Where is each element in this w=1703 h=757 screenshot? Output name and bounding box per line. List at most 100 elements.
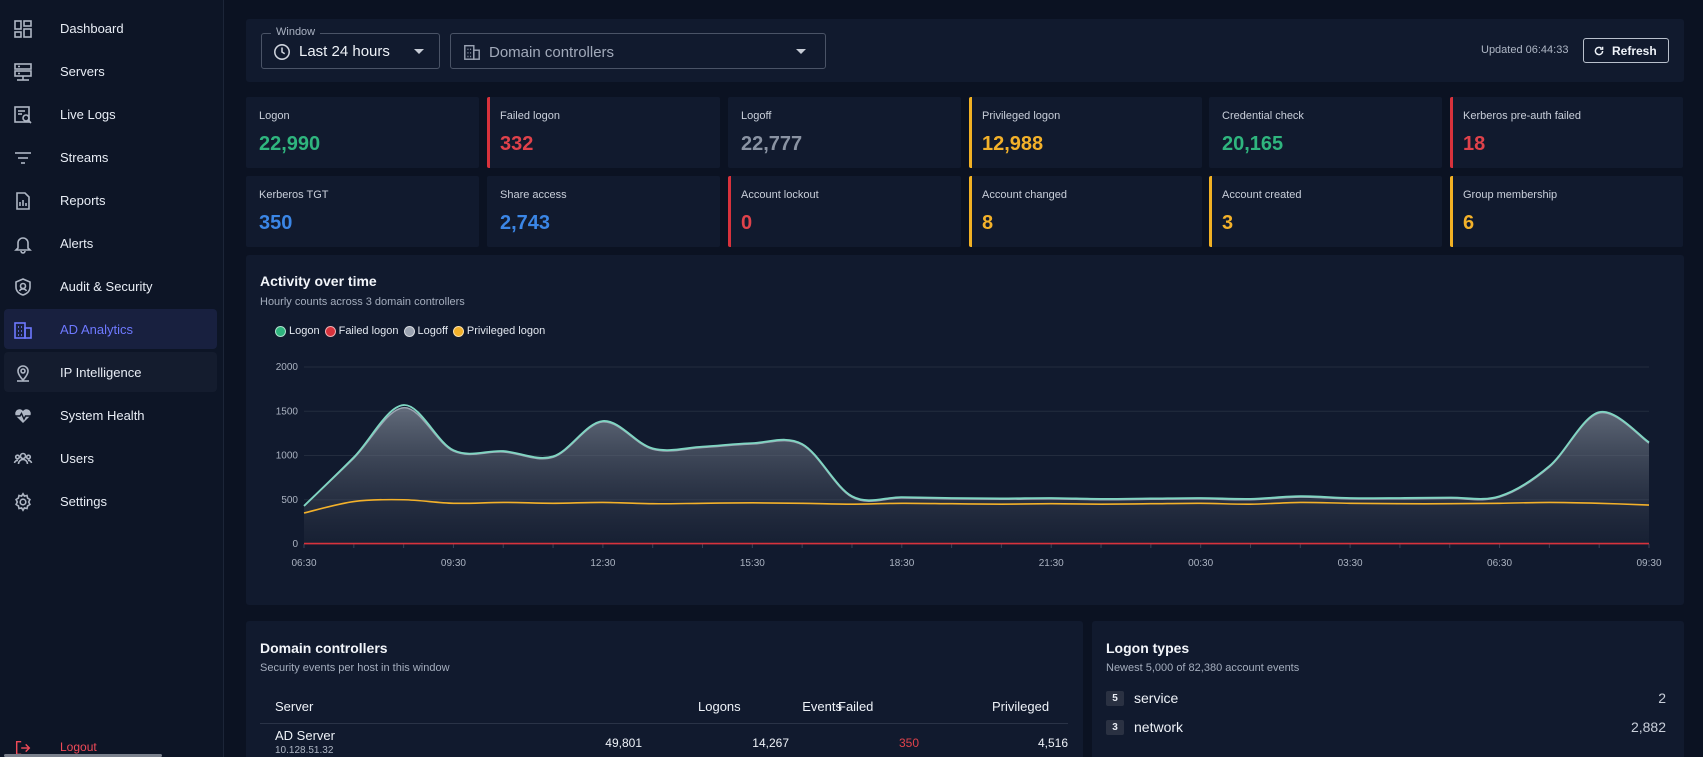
- sidebar-item-label: Live Logs: [60, 107, 116, 122]
- sidebar-item-audit-security[interactable]: Audit & Security: [4, 266, 217, 306]
- legend-swatch: [324, 325, 336, 337]
- stat-value: 22,777: [741, 133, 803, 155]
- sidebar-item-system-health[interactable]: System Health: [4, 395, 217, 435]
- chevron-down-icon: [796, 49, 806, 54]
- column-header-logons[interactable]: Logons: [698, 699, 741, 714]
- series-line-privileged-logon: [303, 498, 1650, 514]
- sidebar-item-label: Settings: [60, 494, 107, 509]
- y-tick-label: 1000: [276, 451, 299, 462]
- stat-value: 20,165: [1222, 133, 1284, 155]
- stat-label: Account created: [1222, 189, 1302, 201]
- live-logs-icon: [12, 104, 34, 126]
- building-icon: [463, 43, 481, 66]
- series-line-logon: [303, 404, 1650, 507]
- stat-card-account-changed: Account changed 8: [969, 176, 1202, 247]
- logout-button[interactable]: Logout: [4, 738, 217, 757]
- logon-type-name: service: [1134, 690, 1179, 706]
- stat-label: Failed logon: [500, 110, 560, 122]
- list-item[interactable]: 3 network 2,882: [1106, 717, 1666, 739]
- servers-icon: [12, 61, 34, 83]
- sidebar-item-label: Alerts: [60, 236, 94, 251]
- stat-card-account-lockout: Account lockout 0: [728, 176, 961, 247]
- y-tick-label: 0: [292, 539, 298, 550]
- stat-label: Privileged logon: [982, 110, 1061, 122]
- logon-type-count: 2,882: [1630, 719, 1666, 735]
- sidebar-item-streams[interactable]: Streams: [4, 137, 217, 177]
- filter-toolbar: Window Last 24 hours Domain controllers …: [246, 19, 1684, 82]
- x-tick-label: 06:30: [291, 558, 316, 569]
- sidebar-scrollbar[interactable]: [4, 754, 162, 757]
- sidebar-item-label: Audit & Security: [60, 279, 153, 294]
- stat-card-kerberos-tgt: Kerberos TGT 350: [246, 176, 479, 247]
- activity-chart: 0 500 1000 1500 2000 06:30 09:30 12:30 15:30 18:3…: [276, 362, 1662, 569]
- logon-type-count: 2: [1658, 690, 1666, 706]
- streams-icon: [12, 147, 34, 169]
- cell-privileged: 4,516: [1037, 736, 1068, 750]
- stat-value: 8: [982, 212, 994, 234]
- legend-item-privileged-logon[interactable]: Privileged logon: [452, 325, 545, 337]
- sidebar-item-label: Streams: [60, 150, 109, 165]
- dashboard-icon: [12, 18, 34, 40]
- legend-item-failed-logon[interactable]: Failed logon: [324, 325, 399, 337]
- sidebar-item-dashboard[interactable]: Dashboard: [4, 8, 217, 48]
- domain-controller-select[interactable]: Domain controllers: [450, 33, 826, 69]
- dc-table-subtitle: Security events per host in this window: [260, 662, 450, 674]
- column-header-privileged[interactable]: Privileged: [992, 699, 1050, 714]
- sidebar-item-ip-intelligence[interactable]: IP Intelligence: [4, 352, 217, 392]
- window-select[interactable]: Window Last 24 hours: [261, 26, 440, 69]
- column-header-server[interactable]: Server: [275, 699, 314, 714]
- stat-card-account-created: Account created 3: [1209, 176, 1442, 247]
- stat-value: 332: [500, 133, 534, 155]
- sidebar-item-users[interactable]: Users: [4, 438, 217, 478]
- clock-icon: [273, 43, 291, 66]
- legend-label: Failed logon: [338, 325, 399, 337]
- legend-swatch: [452, 325, 464, 337]
- legend-item-logoff[interactable]: Logoff: [403, 325, 448, 337]
- sidebar-item-ad-analytics[interactable]: AD Analytics: [4, 309, 217, 349]
- x-tick-label: 18:30: [889, 558, 914, 569]
- column-header-events[interactable]: Events: [802, 699, 842, 714]
- x-tick-label: 21:30: [1039, 558, 1064, 569]
- bell-icon: [12, 233, 34, 255]
- list-item[interactable]: 5 service 2: [1106, 688, 1666, 710]
- logout-label: Logout: [60, 740, 97, 754]
- sidebar-item-alerts[interactable]: Alerts: [4, 223, 217, 263]
- cell-logons: 14,267: [752, 736, 789, 750]
- stat-label: Group membership: [1463, 189, 1558, 201]
- x-tick-label: 00:30: [1188, 558, 1213, 569]
- sidebar-item-label: Servers: [60, 64, 105, 79]
- sidebar-item-settings[interactable]: Settings: [4, 481, 217, 521]
- x-tick-label: 12:30: [590, 558, 615, 569]
- stat-label: Account changed: [982, 189, 1068, 201]
- chart-legend: Logon Failed logon Logoff Privileged log…: [275, 325, 550, 337]
- sidebar-item-reports[interactable]: Reports: [4, 180, 217, 220]
- stat-card-logoff: Logoff 22,777: [728, 97, 961, 168]
- legend-item-logon[interactable]: Logon: [275, 325, 320, 337]
- sidebar-item-live-logs[interactable]: Live Logs: [4, 94, 217, 134]
- refresh-button[interactable]: Refresh: [1583, 38, 1669, 63]
- stat-card-group-membership: Group membership 6: [1450, 176, 1683, 247]
- sidebar-item-servers[interactable]: Servers: [4, 51, 217, 91]
- sidebar-item-label: Reports: [60, 193, 106, 208]
- x-tick-label: 15:30: [740, 558, 765, 569]
- legend-swatch: [403, 325, 415, 337]
- stat-label: Logon: [259, 110, 290, 122]
- stat-value: 22,990: [259, 133, 321, 155]
- server-name: AD Server: [275, 728, 335, 743]
- reports-icon: [12, 190, 34, 212]
- logon-type-badge: 5: [1106, 691, 1124, 706]
- refresh-icon: [1593, 45, 1605, 60]
- domain-controllers-panel: Domain controllers Security events per h…: [246, 621, 1083, 757]
- stat-card-kerberos-preauth-failed: Kerberos pre-auth failed 18: [1450, 97, 1683, 168]
- legend-label: Logon: [289, 325, 320, 337]
- heart-pulse-icon: [12, 405, 34, 427]
- logon-types-subtitle: Newest 5,000 of 82,380 account events: [1106, 662, 1300, 674]
- column-header-failed[interactable]: Failed: [838, 699, 874, 714]
- stat-card-privileged-logon: Privileged logon 12,988: [969, 97, 1202, 168]
- window-select-label: Window: [271, 26, 321, 38]
- y-tick-label: 1500: [276, 406, 299, 417]
- y-tick-label: 2000: [276, 362, 299, 373]
- stat-value: 12,988: [982, 133, 1044, 155]
- stat-label: Kerberos pre-auth failed: [1463, 110, 1582, 122]
